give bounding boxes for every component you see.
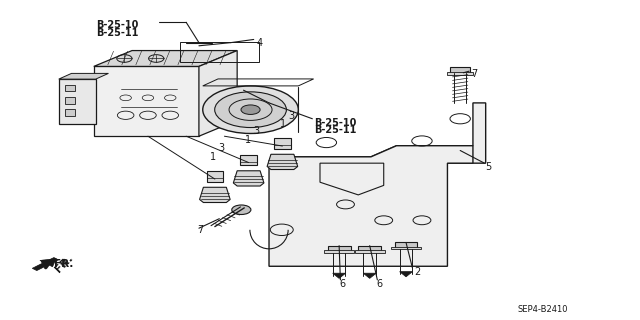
Circle shape	[241, 105, 260, 115]
Bar	[394, 243, 417, 248]
Polygon shape	[200, 187, 230, 203]
Text: B-25-11: B-25-11	[314, 125, 356, 135]
Bar	[355, 250, 385, 252]
Polygon shape	[59, 73, 108, 79]
Bar	[324, 250, 354, 252]
Text: B-25-11: B-25-11	[96, 28, 138, 38]
Bar	[207, 172, 223, 181]
Text: 1: 1	[280, 119, 286, 130]
Text: FR.: FR.	[54, 253, 76, 275]
Polygon shape	[364, 273, 376, 278]
Text: 2: 2	[414, 267, 420, 277]
Bar	[241, 155, 257, 165]
Text: 3: 3	[253, 126, 259, 136]
Text: 4: 4	[256, 38, 262, 48]
Polygon shape	[234, 171, 264, 186]
Text: SEP4-B2410: SEP4-B2410	[518, 305, 568, 314]
Text: FR.: FR.	[54, 259, 73, 269]
Polygon shape	[94, 67, 199, 136]
Polygon shape	[94, 51, 237, 67]
Polygon shape	[304, 157, 371, 176]
Text: 7: 7	[472, 69, 478, 79]
Polygon shape	[282, 103, 486, 163]
Bar	[391, 247, 421, 250]
Bar	[65, 108, 75, 116]
Polygon shape	[59, 79, 96, 124]
Text: 1: 1	[210, 152, 216, 162]
Text: 3: 3	[288, 111, 294, 121]
Polygon shape	[267, 154, 298, 170]
Text: B-25-10: B-25-10	[96, 20, 138, 30]
Bar	[447, 72, 474, 75]
Bar	[65, 97, 75, 104]
Text: 5: 5	[486, 162, 492, 172]
Bar	[65, 84, 75, 92]
Circle shape	[203, 86, 298, 133]
Polygon shape	[199, 51, 237, 136]
Text: 1: 1	[245, 135, 251, 145]
Bar	[180, 42, 259, 62]
Text: 3: 3	[218, 143, 224, 153]
Polygon shape	[269, 146, 473, 266]
Text: 7: 7	[198, 225, 204, 236]
Text: B-25-10: B-25-10	[314, 117, 356, 128]
Bar	[358, 246, 381, 251]
Text: 6: 6	[339, 279, 345, 289]
Bar	[274, 139, 291, 148]
Bar	[450, 67, 470, 73]
Polygon shape	[32, 258, 58, 271]
Circle shape	[214, 92, 286, 128]
Polygon shape	[40, 259, 56, 267]
Bar	[328, 246, 351, 251]
Polygon shape	[399, 272, 412, 277]
Circle shape	[232, 205, 251, 214]
Text: 6: 6	[376, 279, 382, 289]
Polygon shape	[333, 273, 346, 278]
